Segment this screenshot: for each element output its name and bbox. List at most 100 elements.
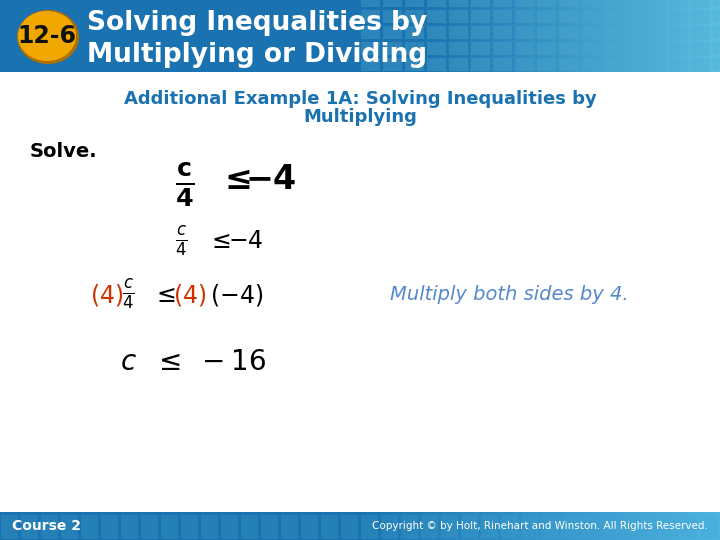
Bar [511,0,512,72]
Bar [503,512,504,540]
Bar [538,512,539,540]
Bar [449,26,468,39]
Bar [301,515,318,539]
Bar [548,512,549,540]
Bar [520,0,521,72]
Bar [648,512,649,540]
Bar [552,512,553,540]
Bar [604,0,605,72]
Text: Copyright © by Holt, Rinehart and Winston. All Rights Reserved.: Copyright © by Holt, Rinehart and Winsto… [372,521,708,531]
Bar [481,515,498,539]
Bar [406,512,407,540]
Bar [603,58,622,71]
Bar [444,0,445,72]
Bar [669,512,670,540]
Bar [581,0,600,7]
Bar [423,512,424,540]
Bar [559,58,578,71]
Bar [571,0,572,72]
Bar [525,0,526,72]
Bar [484,0,485,72]
Bar [635,0,636,72]
Bar [664,0,665,72]
Bar [472,512,473,540]
Bar [459,512,460,540]
Bar [719,512,720,540]
Bar [649,0,650,72]
Bar [668,0,669,72]
Bar [568,0,569,72]
Bar [161,515,178,539]
Bar [382,512,383,540]
Bar [583,512,584,540]
Bar [659,0,660,72]
Bar [607,0,608,72]
Bar [411,512,412,540]
Bar [427,26,446,39]
Bar [582,512,583,540]
Bar [390,512,391,540]
Bar [601,515,618,539]
Bar [562,0,563,72]
Bar [361,26,380,39]
Bar [366,512,367,540]
Bar [493,26,512,39]
Bar [386,512,387,540]
Bar [629,512,630,540]
Bar [483,512,484,540]
Bar [537,0,538,72]
Bar [504,512,505,540]
Bar [706,512,707,540]
Bar [511,512,512,540]
Bar [608,512,609,540]
Bar [388,512,389,540]
Bar [711,512,712,540]
Bar [392,512,393,540]
Bar [706,0,707,72]
Bar [600,0,601,72]
Bar [705,0,706,72]
Bar [592,512,593,540]
Bar [438,0,439,72]
Bar [389,512,390,540]
Bar [622,0,623,72]
Bar [637,0,638,72]
Bar [405,58,424,71]
Bar [515,0,534,7]
Bar [440,512,441,540]
Bar [718,0,719,72]
Bar [471,26,490,39]
Bar [659,512,660,540]
Text: $\frac{c}{4}$: $\frac{c}{4}$ [122,278,135,312]
Bar [420,512,421,540]
Bar [383,42,402,55]
Bar [475,512,476,540]
Bar [625,42,644,55]
Bar [488,512,489,540]
Bar [654,0,655,72]
Bar [566,512,567,540]
Bar [651,0,652,72]
Bar [537,26,556,39]
Text: 12-6: 12-6 [17,24,76,48]
Bar [569,512,570,540]
Bar [407,512,408,540]
Bar [492,512,493,540]
Bar [650,512,651,540]
Bar [699,0,700,72]
Bar [281,515,298,539]
Bar [221,515,238,539]
Bar [531,0,532,72]
Bar [430,0,431,72]
Bar [597,0,598,72]
Bar [446,0,447,72]
Bar [554,0,555,72]
Bar [564,0,565,72]
Bar [616,0,617,72]
Bar [521,0,522,72]
Bar [528,0,529,72]
Bar [434,512,435,540]
Bar [450,512,451,540]
Bar [363,512,364,540]
Bar [555,512,556,540]
